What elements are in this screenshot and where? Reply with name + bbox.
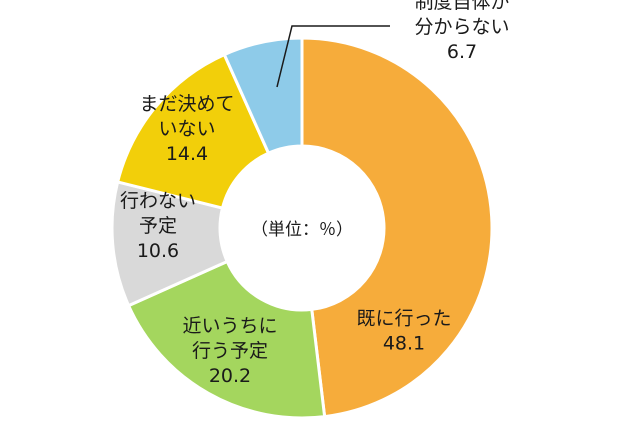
slice-name-line-3: 予定 <box>139 215 177 237</box>
leader-lines-group <box>276 25 390 88</box>
slice-label-2: 近いうちに行う予定 20.2 <box>182 315 277 387</box>
slice-label-4: まだ決めていない 14.4 <box>139 93 234 165</box>
slice-name-line-2: 行う予定 <box>192 340 268 362</box>
slice-label-3: 行わない予定 10.6 <box>120 190 196 262</box>
slice-value-5: 6.7 <box>447 41 477 63</box>
slice-value-1: 48.1 <box>383 333 425 355</box>
slice-name-line-4: まだ決めて <box>139 93 234 115</box>
leader-line-5 <box>276 25 390 88</box>
slice-name-line-5: 分からない <box>414 16 509 38</box>
slice-name-line-2: 近いうちに <box>182 315 277 337</box>
slice-name-line-5: 制度自体が <box>414 0 509 13</box>
slice-labels-group: 既に行った 48.1 近いうちに行う予定 20.2 行わない予定 10.6 まだ決めていない… <box>120 0 510 387</box>
pie-slice-2 <box>126 259 327 420</box>
unit-label: （単位：％） <box>251 220 353 240</box>
slice-label-5: 制度自体が分からない 6.7 <box>414 0 509 63</box>
pie-slice-4 <box>115 52 271 210</box>
slice-name-line-1: 既に行った <box>356 308 451 330</box>
slice-name-line-4: いない <box>158 118 215 140</box>
pie-slice-1 <box>300 36 494 419</box>
slice-name-line-3: 行わない <box>120 190 196 212</box>
slice-label-1: 既に行った 48.1 <box>356 308 451 355</box>
slice-value-4: 14.4 <box>166 143 208 165</box>
slice-value-3: 10.6 <box>137 240 179 262</box>
slice-value-2: 20.2 <box>209 365 251 387</box>
